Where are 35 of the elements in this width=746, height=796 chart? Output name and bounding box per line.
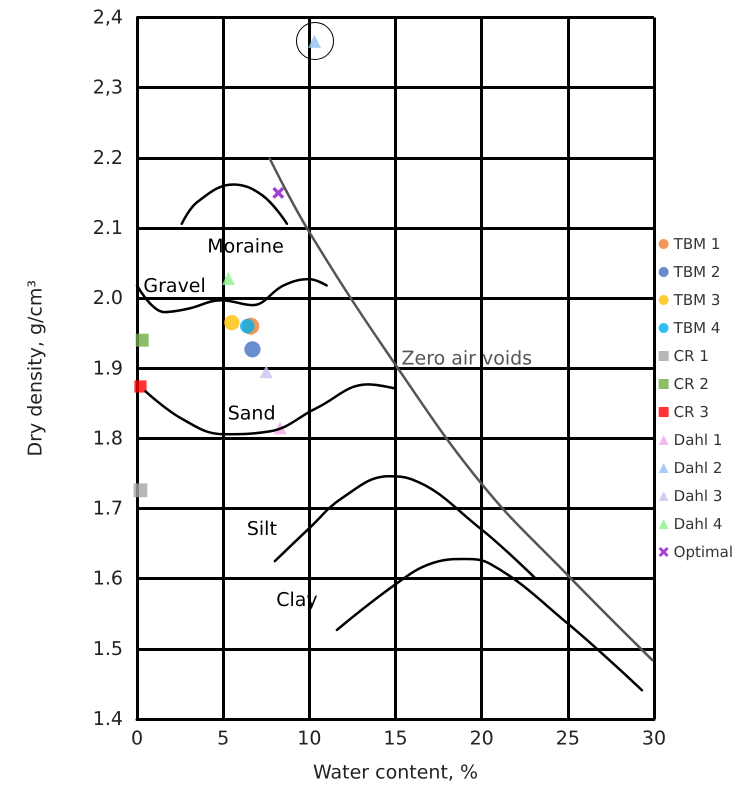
x-tick-label: 30 [642, 728, 666, 750]
y-tick-label: 2.1 [92, 216, 123, 239]
x-tick-label: 25 [556, 728, 580, 750]
x-tick-label: 0 [130, 728, 144, 750]
legend-label: TBM 3 [672, 291, 720, 309]
legend-label: Dahl 3 [674, 487, 722, 505]
y-axis-title: Dry density, g/cm³ [24, 280, 46, 457]
y-tick-label: 2.0 [92, 287, 123, 310]
series-label: Gravel [143, 275, 206, 298]
y-tick-label: 2.2 [92, 146, 123, 169]
x-tick-label: 15 [383, 728, 408, 750]
x-tick-label: 5 [217, 728, 230, 750]
y-tick-label: 1.9 [92, 357, 123, 380]
legend-label: Dahl 1 [674, 431, 722, 449]
legend-label: CR 3 [674, 403, 709, 421]
x-tick-label: 20 [470, 728, 494, 750]
x-axis-title: Water content, % [312, 762, 478, 784]
y-tick-label: 1.4 [92, 708, 123, 730]
x-tick-label: 10 [297, 728, 322, 750]
legend-label: Dahl 2 [674, 459, 722, 477]
legend-label: Optimal [674, 543, 734, 561]
legend-label: CR 2 [674, 375, 709, 393]
y-tick-label: 2,3 [92, 76, 123, 99]
legend-label: TBM 2 [672, 263, 720, 281]
legend-label: TBM 4 [672, 319, 720, 337]
legend-label: Dahl 4 [674, 515, 722, 533]
legend-label: CR 1 [674, 347, 709, 365]
legend-label: TBM 1 [672, 235, 720, 253]
series-label: Silt [246, 518, 277, 540]
y-tick-label: 1.7 [92, 498, 123, 520]
y-tick-label: 1.6 [92, 568, 123, 590]
y-tick-label: 1.5 [92, 638, 123, 660]
y-tick-label: 1.8 [92, 427, 123, 450]
y-tick-label: 2,4 [92, 6, 123, 28]
series-label: Sand [228, 402, 276, 424]
